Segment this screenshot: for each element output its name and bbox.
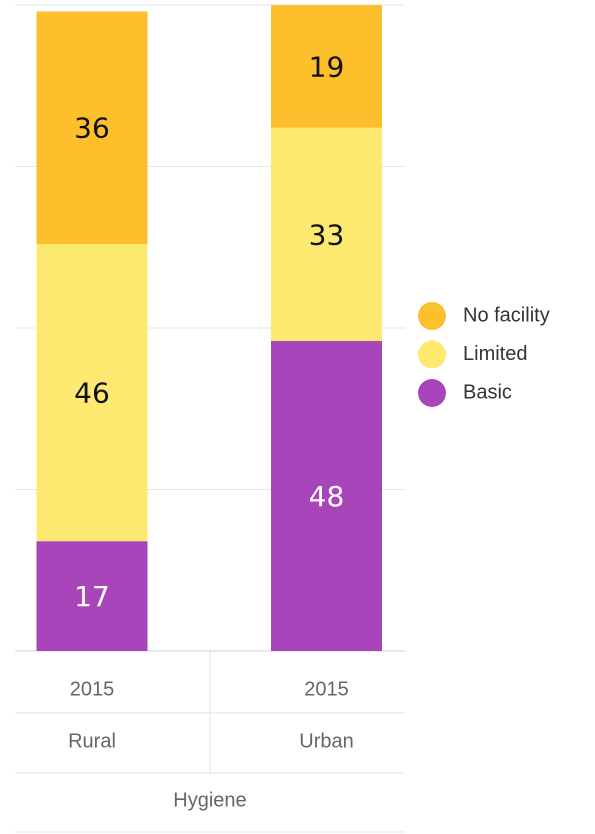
legend-label: Basic xyxy=(463,381,512,403)
bar-segment xyxy=(271,127,382,341)
data-label: 19 xyxy=(309,50,345,83)
x-year-label: 2015 xyxy=(70,678,115,700)
data-label: 48 xyxy=(309,480,345,513)
bar-segment xyxy=(271,5,382,128)
x-year-label: 2015 xyxy=(304,678,349,700)
data-label: 17 xyxy=(74,580,110,613)
data-label: 46 xyxy=(74,377,110,410)
bar-segment xyxy=(36,11,148,245)
legend-swatch xyxy=(418,302,446,330)
bar-segment xyxy=(271,340,382,651)
x-tick-label: Urban xyxy=(299,730,353,752)
x-tick-label: Rural xyxy=(68,730,116,752)
bar-segment xyxy=(36,541,148,651)
legend-swatch xyxy=(418,379,446,407)
legend-swatch xyxy=(418,340,446,369)
legend-label: Limited xyxy=(463,343,527,365)
group-label: Hygiene xyxy=(173,789,246,811)
bar-segment xyxy=(36,244,148,542)
data-label: 33 xyxy=(309,218,345,251)
legend-label: No facility xyxy=(463,304,550,326)
data-label: 36 xyxy=(74,112,110,145)
